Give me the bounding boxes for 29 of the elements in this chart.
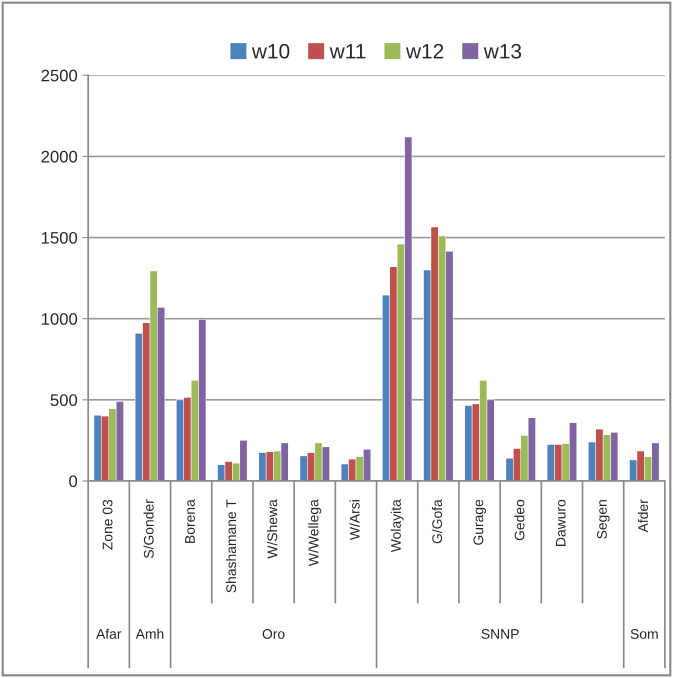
- y-tick-label: 0: [69, 475, 78, 488]
- x-tick-label: W/Shewa: [267, 499, 278, 559]
- y-tick-label: 1500: [42, 232, 78, 244]
- legend-label: w13: [484, 44, 522, 59]
- x-tick-label: Segen: [597, 500, 610, 539]
- text: Afar: [96, 628, 122, 639]
- y-tick-label: 1000: [42, 313, 78, 325]
- x-tick-label: Afder: [638, 499, 648, 532]
- text: SNNP: [481, 629, 519, 639]
- text: Amh: [136, 628, 164, 639]
- legend-label: w11: [330, 44, 366, 58]
- x-tick-label: Zone 03: [102, 500, 112, 550]
- x-tick-label: Wolayita: [390, 499, 404, 552]
- legend-label: w12: [406, 44, 444, 58]
- x-tick-label: W/Arsi: [349, 500, 360, 540]
- x-tick-label: Gedeo: [514, 500, 524, 540]
- text: Som: [630, 629, 658, 639]
- x-tick-label: Shashamane T: [226, 500, 236, 593]
- x-tick-label: Gurage: [473, 500, 486, 545]
- y-tick-label: 2500: [42, 70, 78, 82]
- x-tick-label: Borena: [185, 499, 195, 543]
- legend-label: w10: [252, 44, 290, 59]
- x-tick-label: Dawuro: [556, 500, 566, 546]
- y-tick-label: 2000: [42, 150, 78, 163]
- y-tick-label: 500: [50, 394, 78, 406]
- x-tick-label: G/Gofa: [432, 499, 442, 544]
- text: Oro: [262, 629, 285, 639]
- x-tick-label: W/Wellega: [308, 499, 322, 566]
- x-tick-label: S/Gonder: [143, 499, 154, 558]
